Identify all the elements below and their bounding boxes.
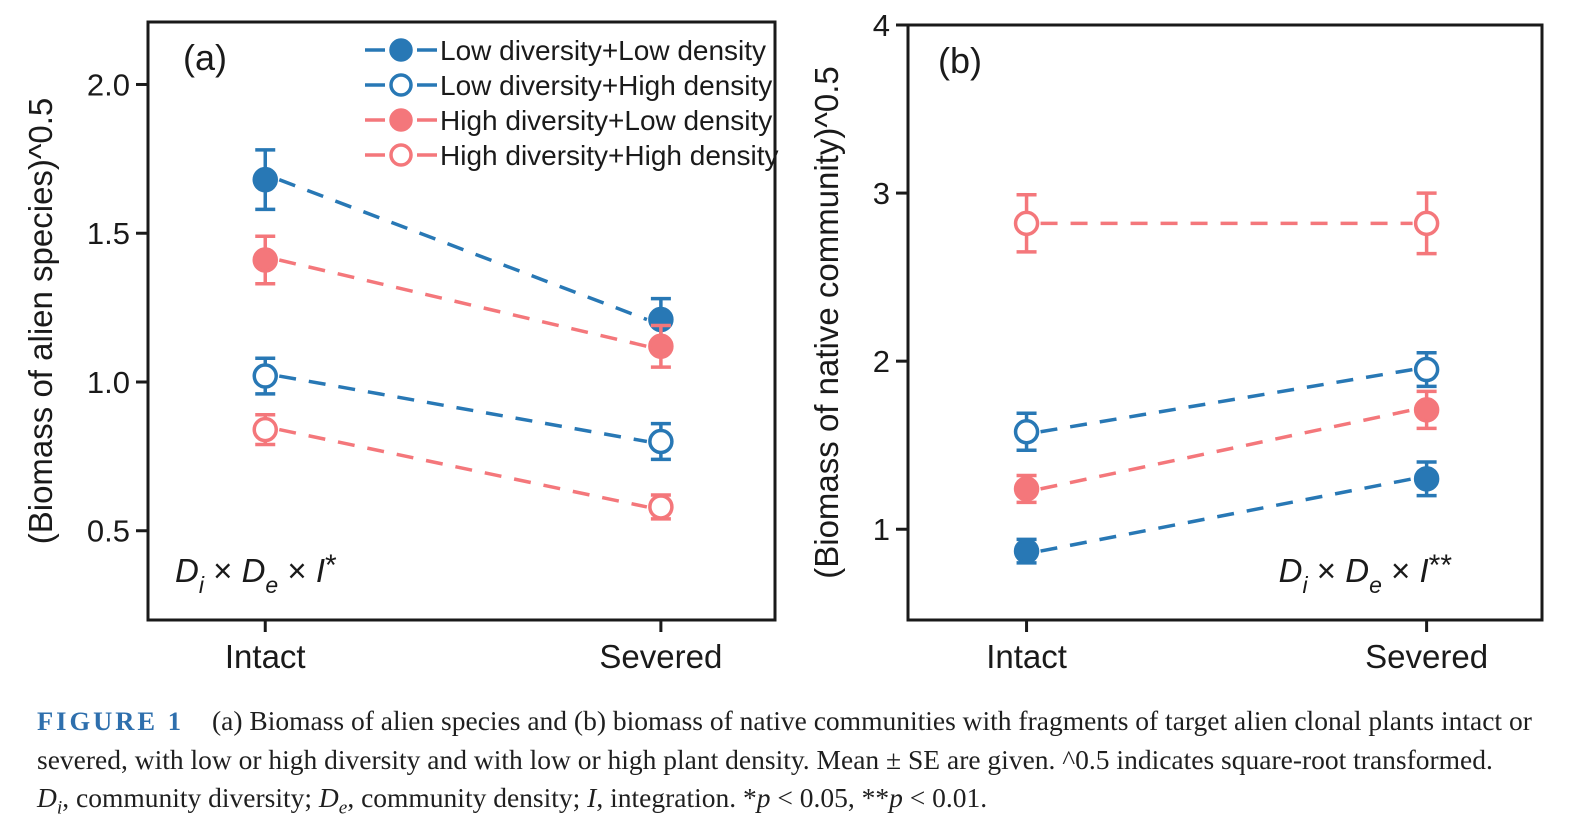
y-tick-label: 2.0 (87, 67, 130, 102)
data-point (1413, 466, 1440, 492)
series-line (278, 178, 648, 322)
series-low-diversity-low-density (1013, 460, 1440, 565)
figure-svg: 0.5 1.0 1.5 2.0 Intact Severed (Biomass of ali… (22, 8, 1544, 675)
series-low-diversity-high-density (252, 356, 674, 462)
y-tick-label: 2 (873, 344, 890, 379)
legend-marker (389, 143, 413, 167)
data-point (1013, 538, 1040, 564)
legend-item: Low diversity+High density (365, 70, 772, 101)
y-tick-label: 0.5 (87, 514, 130, 549)
panel-label: (b) (938, 40, 982, 81)
data-point (648, 428, 674, 455)
y-axis-label: (Biomass of alien species)^0.5 (22, 98, 59, 545)
x-tick-label: Severed (599, 638, 722, 675)
data-point (252, 416, 278, 443)
caption-figure-label: FIGURE 1 (37, 706, 184, 736)
data-point (1013, 476, 1040, 502)
series-line (1040, 408, 1413, 491)
y-axis-label: (Biomass of native community)^0.5 (808, 66, 845, 579)
legend-item: High diversity+Low density (365, 105, 772, 136)
series-high-diversity-high-density (1013, 191, 1440, 256)
legend: Low diversity+Low density Low diversity+H… (365, 35, 779, 171)
y-tick-label: 1.5 (87, 216, 130, 251)
caption-text-line-2: severed, with low or high diversity and … (37, 743, 1493, 775)
legend-item: High diversity+High density (365, 140, 779, 171)
data-point (1413, 210, 1440, 237)
x-tick-label: Intact (225, 638, 306, 675)
x-tick-label: Severed (1365, 638, 1488, 675)
series-high-diversity-high-density (252, 412, 674, 521)
series-high-diversity-low-density (1013, 389, 1440, 505)
legend-item: Low diversity+Low density (365, 35, 766, 66)
interaction-annotation: Di × De × I** (1279, 549, 1453, 598)
legend-label: High diversity+Low density (440, 105, 772, 136)
caption-text-line-3: Di, community diversity; De, community d… (37, 782, 988, 819)
legend-marker (389, 38, 413, 62)
y-tick-label: 4 (873, 8, 890, 43)
data-point (648, 333, 674, 360)
interaction-annotation: Di × De × I* (175, 549, 337, 598)
data-point (648, 494, 674, 520)
panel-label: (a) (183, 37, 227, 78)
data-point (252, 363, 278, 389)
series-line (278, 374, 648, 444)
plot-border (906, 23, 1544, 622)
y-tick-label: 1.0 (87, 365, 130, 400)
legend-marker (389, 108, 413, 132)
caption-text-line-1: (a) Biomass of alien species and (b) bio… (211, 705, 1532, 736)
series-line (278, 258, 648, 348)
y-tick-label: 3 (873, 176, 890, 211)
caption-line: FIGURE 1 (a) Biomass of alien species and… (37, 702, 1582, 741)
data-point (252, 247, 278, 273)
series-line (1040, 477, 1413, 553)
panel-b: 1 2 3 4 Intact Severed (Biomass of native comm… (808, 8, 1544, 675)
plot-border (146, 20, 777, 622)
series-line (1040, 367, 1413, 434)
data-point (252, 166, 278, 193)
x-tick-label: Intact (986, 638, 1067, 675)
data-point (1013, 210, 1040, 237)
data-point (1413, 356, 1440, 383)
figure-caption: FIGURE 1 (a) Biomass of alien species and… (37, 702, 1582, 828)
series-low-diversity-high-density (1013, 351, 1440, 452)
series-low-diversity-low-density (252, 148, 674, 343)
legend-label: Low diversity+Low density (440, 35, 766, 66)
legend-label: Low diversity+High density (440, 70, 772, 101)
data-point (1413, 397, 1440, 423)
data-point (1013, 419, 1040, 445)
legend-marker (389, 73, 413, 97)
series-line (278, 427, 648, 509)
legend-label: High diversity+High density (440, 140, 779, 171)
y-tick-label: 1 (873, 512, 890, 547)
panel-a: 0.5 1.0 1.5 2.0 Intact Severed (Biomass of ali… (22, 20, 779, 675)
series-high-diversity-low-density (252, 234, 674, 369)
